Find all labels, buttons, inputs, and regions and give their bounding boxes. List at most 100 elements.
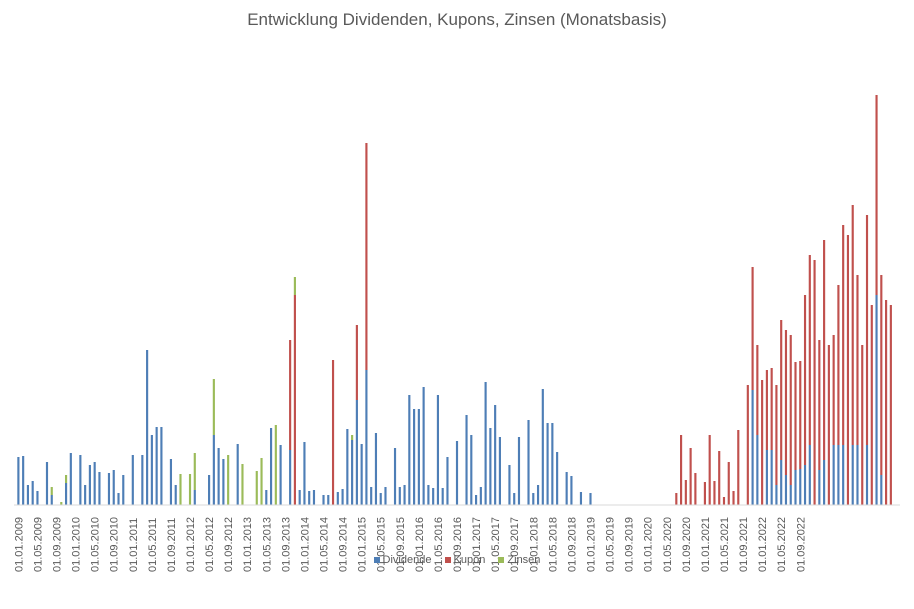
bar-zinsen-58 bbox=[293, 277, 296, 295]
bar-dividende-4 bbox=[36, 491, 39, 505]
x-tick-label: 01.01.2015 bbox=[357, 517, 369, 572]
x-tick-label: 01.01.2014 bbox=[299, 517, 311, 572]
x-tick-label: 01.05.2013 bbox=[261, 517, 273, 572]
x-tick-label: 01.09.2019 bbox=[624, 517, 636, 572]
legend-label-dividende: Dividende bbox=[382, 554, 432, 566]
bar-dividende-42 bbox=[217, 448, 220, 505]
bar-dividende-160 bbox=[780, 460, 783, 505]
bar-dividende-94 bbox=[465, 415, 468, 505]
x-tick-label: 01.01.2020 bbox=[643, 517, 655, 572]
bar-kupon-169 bbox=[823, 240, 826, 460]
bar-kupon-139 bbox=[680, 435, 683, 505]
bar-kupon-73 bbox=[365, 143, 368, 370]
bar-zinsen-47 bbox=[241, 464, 244, 505]
bar-dividende-52 bbox=[265, 490, 268, 505]
bar-dividende-60 bbox=[303, 442, 306, 505]
chart-title: Entwicklung Dividenden, Kupons, Zinsen (… bbox=[247, 10, 667, 29]
bar-zinsen-36 bbox=[188, 474, 192, 505]
bar-dividende-162 bbox=[789, 485, 792, 505]
bar-dividende-55 bbox=[279, 445, 282, 505]
x-tick-label: 01.05.2010 bbox=[90, 517, 102, 572]
bar-kupon-149 bbox=[727, 462, 730, 505]
x-tick-label: 01.09.2022 bbox=[795, 517, 807, 572]
bar-dividende-29 bbox=[155, 427, 158, 505]
bar-zinsen-54 bbox=[274, 425, 277, 505]
x-tick-label: 01.05.2021 bbox=[719, 517, 731, 572]
x-tick-label: 01.01.2022 bbox=[757, 517, 769, 572]
bar-dividende-19 bbox=[107, 473, 111, 505]
bar-kupon-164 bbox=[799, 361, 802, 469]
bar-dividende-43 bbox=[222, 459, 225, 505]
x-tick-label: 01.01.2018 bbox=[528, 517, 540, 572]
bar-dividende-6 bbox=[45, 462, 49, 505]
bar-dividende-20 bbox=[112, 470, 115, 505]
bar-dividende-11 bbox=[69, 453, 72, 505]
x-tick-label: 01.01.2019 bbox=[585, 517, 597, 572]
bar-dividende-105 bbox=[517, 437, 521, 505]
bar-dividende-118 bbox=[579, 492, 583, 505]
x-tick-label: 01.01.2009 bbox=[13, 517, 25, 572]
bar-kupon-163 bbox=[794, 362, 797, 470]
bar-dividende-81 bbox=[403, 485, 406, 505]
bar-dividende-166 bbox=[808, 445, 811, 505]
bar-dividende-108 bbox=[532, 493, 535, 505]
x-tick-label: 01.09.2015 bbox=[395, 517, 407, 572]
bar-dividende-110 bbox=[541, 389, 544, 505]
legend-swatch-dividende bbox=[373, 557, 380, 564]
bar-kupon-155 bbox=[756, 345, 759, 435]
bar-dividende-104 bbox=[513, 493, 516, 505]
bar-zinsen-37 bbox=[193, 453, 196, 490]
bars-group bbox=[17, 95, 892, 505]
bar-dividende-80 bbox=[398, 487, 401, 505]
legend: Dividende Kupon Zinsen bbox=[0, 554, 914, 566]
bar-dividende-67 bbox=[336, 492, 339, 505]
bar-dividende-89 bbox=[441, 488, 444, 505]
bar-dividende-3 bbox=[31, 481, 34, 505]
x-tick-label: 01.09.2021 bbox=[738, 517, 750, 572]
x-tick-label: 01.01.2016 bbox=[414, 517, 426, 572]
x-tick-label: 01.09.2018 bbox=[566, 517, 578, 572]
bar-zinsen-70 bbox=[351, 435, 354, 440]
bar-dividende-90 bbox=[446, 457, 449, 505]
bar-kupon-147 bbox=[718, 451, 721, 505]
bar-dividende-68 bbox=[341, 489, 344, 505]
bar-kupon-57 bbox=[289, 340, 292, 450]
bar-dividende-169 bbox=[823, 460, 826, 505]
bar-kupon-179 bbox=[870, 305, 873, 505]
bar-zinsen-9 bbox=[60, 502, 63, 505]
bar-kupon-146 bbox=[713, 481, 716, 505]
bar-dividende-2 bbox=[26, 485, 29, 505]
x-tick-label: 01.05.2011 bbox=[147, 518, 159, 572]
bar-dividende-21 bbox=[117, 493, 120, 505]
bar-kupon-172 bbox=[837, 285, 840, 445]
bar-dividende-40 bbox=[208, 475, 211, 505]
bar-dividende-97 bbox=[479, 487, 482, 505]
x-tick-label: 01.09.2020 bbox=[681, 517, 693, 572]
bar-kupon-161 bbox=[784, 330, 788, 475]
x-tick-label: 01.01.2017 bbox=[471, 517, 483, 572]
bar-dividende-13 bbox=[79, 455, 82, 505]
bar-dividende-176 bbox=[856, 445, 859, 505]
bar-zinsen-41 bbox=[212, 379, 215, 435]
bar-kupon-167 bbox=[813, 260, 816, 505]
bar-dividende-157 bbox=[765, 450, 768, 505]
bar-dividende-116 bbox=[570, 476, 573, 505]
legend-item-kupon: Kupon bbox=[444, 554, 485, 566]
bar-kupon-181 bbox=[880, 275, 883, 475]
bar-kupon-58 bbox=[293, 295, 296, 505]
bar-dividende-77 bbox=[384, 487, 387, 505]
bar-dividende-120 bbox=[589, 493, 592, 505]
bar-dividende-70 bbox=[351, 440, 354, 505]
bar-kupon-153 bbox=[746, 385, 749, 505]
bar-kupon-178 bbox=[865, 215, 869, 445]
x-tick-label: 01.09.2013 bbox=[280, 517, 292, 572]
bar-zinsen-50 bbox=[255, 471, 258, 505]
bar-dividende-1 bbox=[22, 456, 25, 505]
x-tick-label: 01.09.2009 bbox=[52, 517, 64, 572]
bar-dividende-86 bbox=[427, 485, 430, 505]
x-tick-label: 01.05.2012 bbox=[204, 517, 216, 572]
legend-item-zinsen: Zinsen bbox=[498, 554, 540, 566]
bar-dividende-92 bbox=[455, 441, 459, 505]
bar-dividende-62 bbox=[312, 490, 316, 505]
bar-dividende-30 bbox=[160, 427, 163, 505]
